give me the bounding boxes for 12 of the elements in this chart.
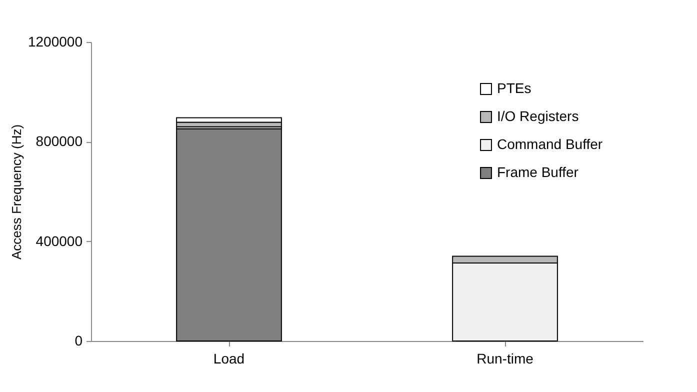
x-tick-label: Run-time — [476, 350, 534, 366]
legend-label: PTEs — [497, 80, 532, 96]
x-tick-label: Load — [213, 350, 245, 366]
legend-label: I/O Registers — [497, 108, 579, 124]
legend-label: Frame Buffer — [497, 164, 579, 180]
legend-label: Command Buffer — [497, 136, 603, 152]
y-tick-label: 800000 — [36, 133, 83, 150]
y-tick-label: 400000 — [36, 232, 83, 249]
y-axis-title: Access Frequency (Hz) — [8, 124, 24, 260]
y-tick-label: 0 — [74, 332, 83, 348]
bar — [176, 117, 282, 123]
y-tick-label: 1200000 — [28, 34, 83, 50]
